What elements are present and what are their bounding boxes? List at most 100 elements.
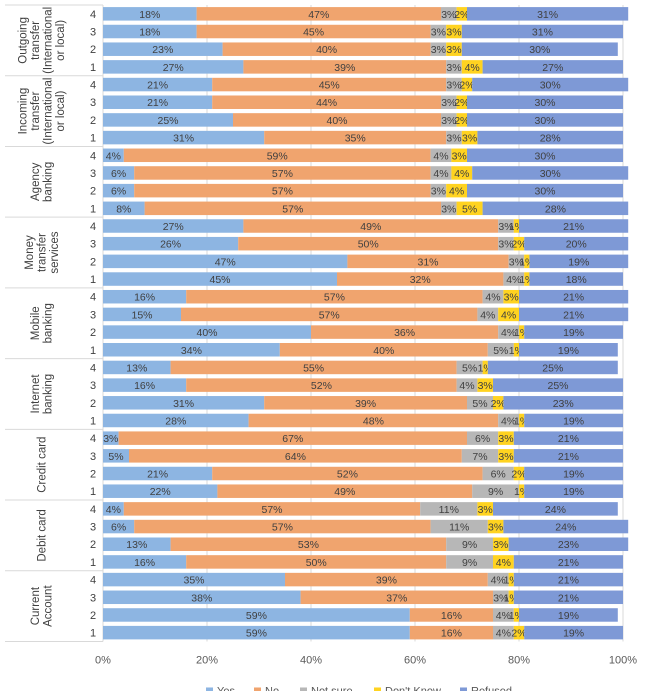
- data-label: 16%: [441, 628, 462, 640]
- bar-segment: [103, 413, 249, 428]
- bar-segment: [519, 413, 525, 428]
- data-label: 28%: [540, 133, 561, 145]
- bar-segment: [477, 307, 499, 322]
- bar-segment: [103, 183, 135, 198]
- row-label: 4: [90, 221, 96, 233]
- bar-segment: [170, 360, 457, 375]
- data-label: 5%: [462, 362, 477, 374]
- data-label: 30%: [534, 186, 555, 198]
- data-label: 47%: [215, 256, 236, 268]
- row-label: 1: [90, 415, 96, 427]
- bar-segment: [513, 572, 623, 587]
- data-label: 3%: [103, 433, 118, 445]
- row-label: 3: [90, 168, 96, 180]
- group-label: Debit card: [37, 509, 49, 561]
- data-label: 23%: [152, 44, 173, 56]
- data-label: 30%: [534, 115, 555, 127]
- group-label: Mobile: [30, 306, 42, 340]
- bar-segment: [103, 24, 197, 39]
- bar-segment: [103, 254, 348, 269]
- row-label: 3: [90, 309, 96, 321]
- bar-segment: [243, 60, 447, 74]
- bar-segment: [430, 166, 452, 180]
- data-label: 3%: [441, 203, 456, 215]
- x-tick-label: 100%: [609, 654, 637, 666]
- data-label: 21%: [563, 309, 584, 321]
- bar-segment: [103, 502, 124, 516]
- bar-segment: [420, 502, 478, 516]
- row-label: 2: [90, 327, 96, 339]
- bar-segment: [446, 24, 462, 39]
- data-label: 26%: [160, 239, 181, 251]
- data-label: 59%: [246, 610, 267, 622]
- bar-segment: [446, 183, 467, 198]
- group-label: (International: [43, 78, 55, 145]
- bar-segment: [430, 183, 447, 198]
- data-label: 59%: [246, 628, 267, 640]
- bar-segment: [446, 555, 493, 569]
- bar-segment: [264, 130, 447, 145]
- group-label: Internet: [30, 374, 42, 414]
- bar-segment: [222, 42, 431, 56]
- data-label: 3%: [446, 62, 461, 74]
- data-label: 4%: [491, 575, 506, 587]
- bar-segment: [519, 289, 629, 304]
- bar-segment: [503, 272, 525, 286]
- bar-segment: [181, 307, 478, 322]
- data-label: 20%: [566, 239, 587, 251]
- bar-segment: [493, 555, 514, 569]
- data-label: 52%: [311, 380, 332, 392]
- bar-segment: [461, 77, 473, 92]
- group-label: Agency: [30, 162, 42, 201]
- bar-segment: [508, 572, 514, 587]
- data-label: 4%: [501, 415, 516, 427]
- data-label: 39%: [334, 62, 355, 74]
- bar-segment: [103, 289, 187, 304]
- row-label: 1: [90, 62, 96, 74]
- bar-segment: [477, 378, 493, 392]
- bar-segment: [451, 166, 473, 180]
- bar-segment: [487, 343, 514, 357]
- bar-segment: [513, 219, 519, 233]
- data-label: 11%: [449, 522, 469, 534]
- data-label: 45%: [209, 274, 230, 286]
- group-label: Outgoing: [18, 17, 30, 64]
- data-label: 27%: [163, 62, 184, 74]
- data-label: 31%: [173, 398, 194, 410]
- data-label: 16%: [134, 292, 155, 304]
- data-label: 40%: [196, 327, 217, 339]
- data-label: 3%: [431, 186, 446, 198]
- row-label: 1: [90, 557, 96, 569]
- data-label: 5%: [472, 398, 487, 410]
- data-label: 38%: [191, 592, 212, 604]
- group-label: transfer: [30, 21, 42, 60]
- data-label: 5%: [493, 345, 508, 357]
- row-label: 4: [90, 292, 96, 304]
- data-label: 3%: [488, 522, 503, 534]
- bar-segment: [519, 608, 618, 622]
- row-label: 1: [90, 274, 96, 286]
- row-label: 2: [90, 398, 96, 410]
- data-label: 16%: [134, 380, 155, 392]
- data-label: 4%: [449, 186, 464, 198]
- data-label: 44%: [316, 97, 337, 109]
- data-label: 22%: [150, 486, 171, 498]
- data-label: 21%: [147, 97, 168, 109]
- data-label: 45%: [319, 80, 340, 92]
- data-label: 39%: [376, 575, 397, 587]
- data-label: 3%: [498, 451, 513, 463]
- bar-segment: [467, 7, 629, 21]
- data-label: 6%: [111, 186, 126, 198]
- data-label: 8%: [116, 203, 131, 215]
- data-label: 23%: [553, 398, 574, 410]
- bar-segment: [212, 77, 447, 92]
- data-label: 57%: [319, 309, 340, 321]
- bar-segment: [430, 24, 447, 39]
- bar-segment: [482, 201, 629, 216]
- data-label: 31%: [417, 256, 438, 268]
- group-label: transfer: [37, 233, 49, 272]
- bar-segment: [519, 484, 525, 498]
- bar-segment: [529, 272, 623, 286]
- data-label: 2%: [511, 239, 526, 251]
- data-label: 25%: [542, 362, 563, 374]
